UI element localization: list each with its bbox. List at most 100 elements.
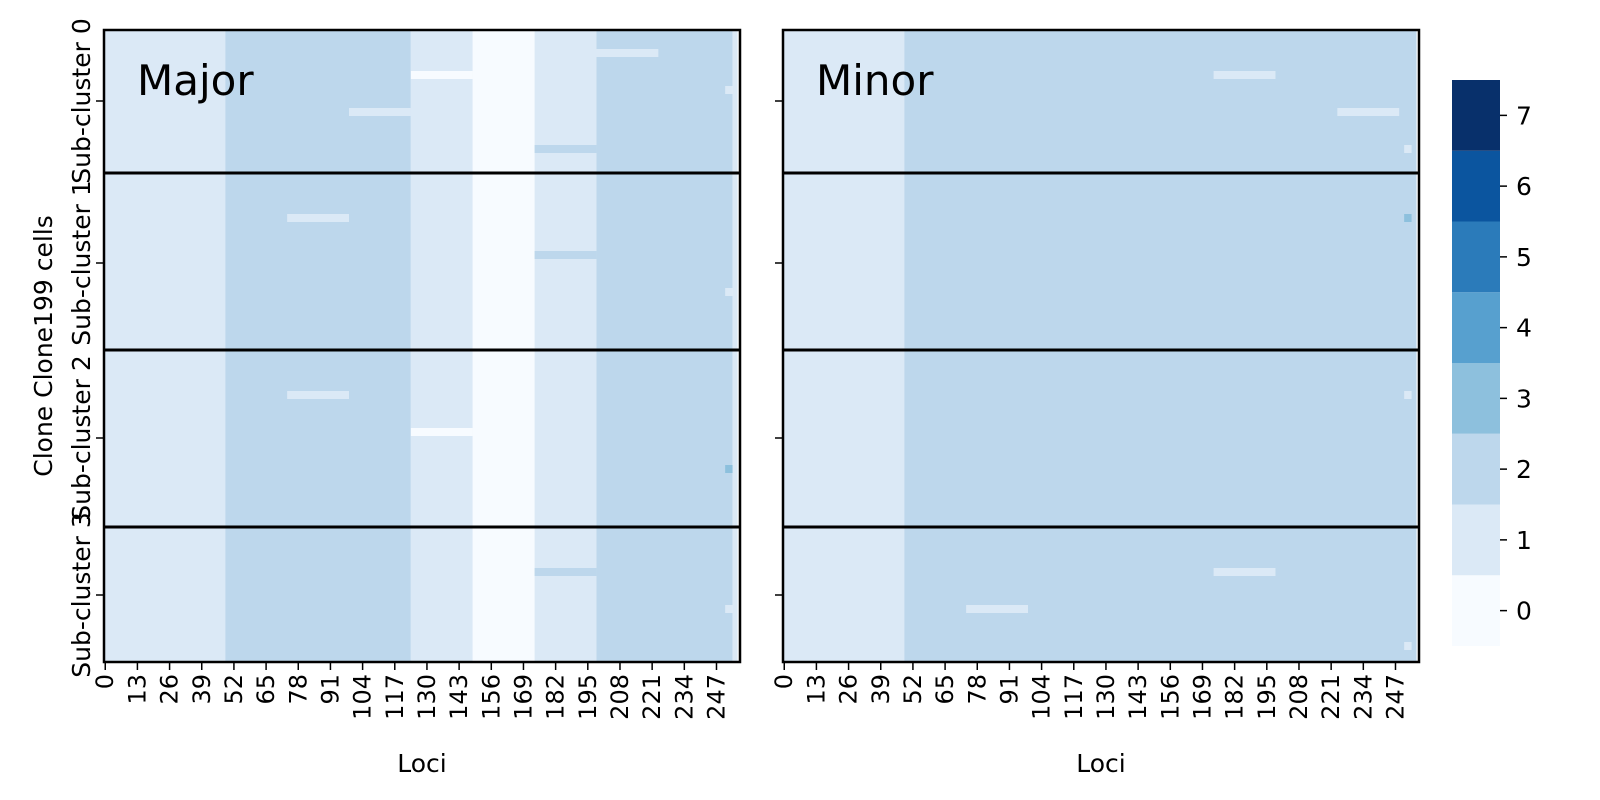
heatmap-cell (904, 30, 1417, 662)
heatmap-cell (410, 30, 473, 662)
colorbar-segment (1452, 292, 1500, 363)
heatmap-panel-minor: Minor 0 13 26 39 52 65 78 91 104 117 130 143 156 169 1… (770, 28, 1421, 778)
x-tick-label: 143 (1124, 674, 1152, 720)
colorbar-tick-label: 3 (1516, 384, 1532, 413)
heatmap-cell-variation (534, 251, 597, 259)
x-tick-label: 208 (1285, 674, 1313, 720)
x-tick-label: 169 (1188, 674, 1216, 720)
y-axis-label: Clone Clone199 cells (29, 215, 58, 477)
colorbar-tick-label: 6 (1516, 172, 1532, 201)
heatmap-cells (783, 30, 1417, 662)
panel-title: Major (137, 56, 254, 105)
x-tick-label: 13 (123, 674, 151, 705)
panel-frame (102, 28, 742, 664)
x-tick-label: 221 (638, 674, 666, 720)
y-tick-label: Sub-cluster 0 (67, 18, 96, 183)
colorbar-segment (1452, 575, 1500, 646)
x-axis-ticks: 0 13 26 39 52 65 78 91 104 117 130 143 156 169 182 195 2… (91, 662, 730, 720)
colorbar-tick-label: 0 (1516, 597, 1532, 626)
cluster-separators (104, 171, 740, 529)
x-tick-label: 182 (542, 674, 570, 720)
heatmap-cell-variation (287, 391, 349, 399)
x-tick-label: 0 (770, 674, 798, 689)
x-tick-label: 156 (1156, 674, 1184, 720)
heatmap-cell-variation (410, 71, 473, 79)
x-tick-label: 130 (413, 674, 441, 720)
x-tick-label: 143 (445, 674, 473, 720)
heatmap-cell-variation (348, 108, 411, 116)
x-tick-label: 52 (220, 674, 248, 705)
x-tick-label: 247 (1381, 674, 1409, 720)
x-tick-label: 169 (509, 674, 537, 720)
x-tick-label: 104 (349, 674, 377, 720)
x-axis-ticks: 0 13 26 39 52 65 78 91 104 117 130 143 156 169 182 195 2… (770, 662, 1409, 720)
x-tick-label: 91 (316, 674, 344, 705)
colorbar-tick-label: 7 (1516, 101, 1532, 130)
x-tick-label: 195 (1253, 674, 1281, 720)
heatmap-cell-variation (1213, 71, 1276, 79)
x-tick-label: 221 (1317, 674, 1345, 720)
x-tick-label: 39 (867, 674, 895, 705)
x-tick-label: 234 (1349, 674, 1377, 720)
y-tick-label: Sub-cluster 1 (67, 180, 96, 345)
heatmap-cell-variation (1213, 568, 1276, 576)
x-tick-label: 0 (91, 674, 119, 689)
x-tick-label: 130 (1092, 674, 1120, 720)
x-tick-label: 78 (963, 674, 991, 705)
x-tick-label: 91 (995, 674, 1023, 705)
heatmap-cell-variation (410, 428, 473, 436)
x-tick-label: 104 (1028, 674, 1056, 720)
heatmap-cell-variation (534, 568, 597, 576)
heatmap-cell (534, 30, 597, 662)
heatmap-cell-variation (1404, 214, 1412, 222)
x-tick-label: 39 (188, 674, 216, 705)
y-tick-label: Sub-cluster 3 (67, 512, 96, 677)
heatmap-cell-variation (725, 86, 733, 94)
x-tick-label: 78 (284, 674, 312, 705)
heatmap-cell (225, 30, 411, 662)
heatmap-cell-variation (725, 465, 733, 473)
x-axis-label: Loci (1076, 749, 1125, 778)
x-tick-label: 208 (606, 674, 634, 720)
x-tick-label: 117 (381, 674, 409, 720)
colorbar-tick-label: 2 (1516, 455, 1532, 484)
colorbar-segment (1452, 433, 1500, 505)
x-tick-label: 156 (477, 674, 505, 720)
heatmap-cell-variation (725, 288, 733, 296)
colorbar-segment (1452, 504, 1500, 576)
colorbar-ticks: 0 1 2 3 4 5 6 7 (1500, 101, 1532, 626)
x-tick-label: 52 (899, 674, 927, 705)
heatmap-cell-variation (725, 605, 733, 613)
heatmap-cell-variation (966, 605, 1028, 613)
colorbar-tick-label: 1 (1516, 526, 1532, 555)
y-axis-ticks (96, 100, 104, 596)
colorbar-segment (1452, 221, 1500, 293)
heatmap-cell-variation (596, 49, 659, 57)
heatmap-cell-variation (1337, 108, 1400, 116)
panel-frame (781, 28, 1421, 664)
heatmap-cell (472, 30, 535, 662)
colorbar-segment (1452, 363, 1500, 434)
y-tick-label: Sub-cluster 2 (67, 355, 96, 520)
heatmap-cell (596, 30, 733, 662)
x-tick-label: 234 (670, 674, 698, 720)
x-tick-label: 65 (931, 674, 959, 705)
colorbar-tick-label: 4 (1516, 314, 1532, 343)
heatmap-cell-variation (1404, 391, 1412, 399)
x-tick-label: 117 (1060, 674, 1088, 720)
x-tick-label: 26 (835, 674, 863, 705)
colorbar-segments (1452, 80, 1500, 646)
colorbar: 0 1 2 3 4 5 6 7 (1452, 80, 1532, 646)
x-axis-label: Loci (397, 749, 446, 778)
heatmap-cell-variation (287, 214, 349, 222)
heatmap-panel-major: Major 0 13 26 39 52 65 78 91 104 117 130 143 156 169 1… (91, 28, 742, 778)
colorbar-segment (1452, 150, 1500, 222)
x-tick-label: 26 (156, 674, 184, 705)
y-axis-ticks (775, 100, 783, 596)
heatmap-cell (104, 30, 226, 662)
heatmap-cell (732, 30, 738, 662)
heatmap-cells (104, 30, 738, 662)
colorbar-segment (1452, 80, 1500, 151)
x-tick-label: 13 (802, 674, 830, 705)
